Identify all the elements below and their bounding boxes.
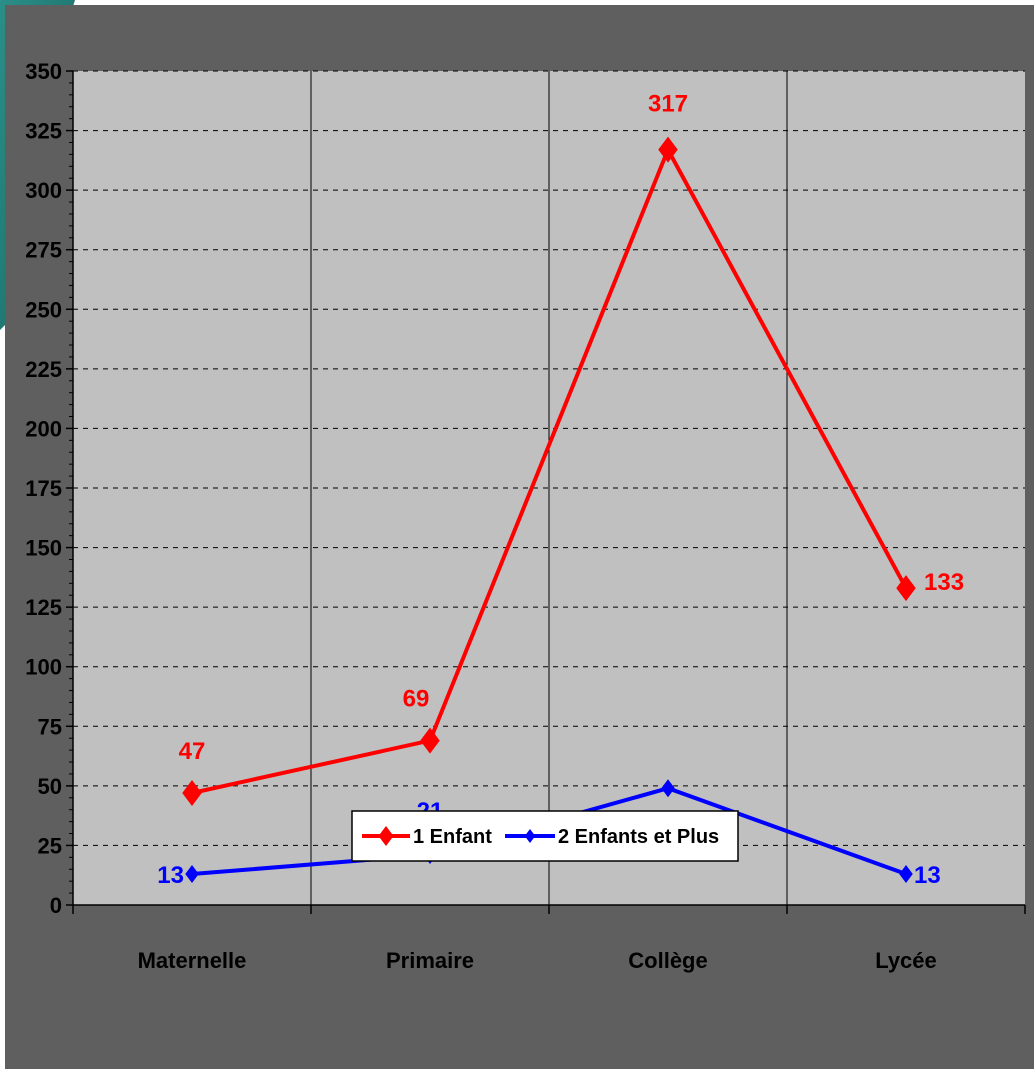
legend-label-2: 2 Enfants et Plus [558, 826, 719, 848]
x-category-label: Primaire [386, 948, 474, 973]
y-tick-label: 100 [25, 655, 62, 680]
y-tick-label: 0 [50, 893, 62, 918]
data-label: 47 [179, 738, 206, 765]
y-tick-label: 250 [25, 297, 62, 322]
x-category-label: Lycée [875, 948, 937, 973]
x-category-label: Maternelle [138, 948, 247, 973]
data-label: 13 [914, 862, 941, 889]
x-category-label: Collège [628, 948, 707, 973]
y-tick-label: 150 [25, 536, 62, 561]
data-label: 133 [924, 569, 964, 596]
data-point-marker [182, 780, 202, 807]
data-label: 69 [403, 686, 430, 713]
legend: 1 Enfant 2 Enfants et Plus [351, 810, 739, 862]
data-point-marker [896, 575, 916, 602]
y-tick-label: 275 [25, 238, 62, 263]
y-tick-label: 325 [25, 119, 62, 144]
data-point-marker [185, 865, 199, 884]
y-tick-label: 225 [25, 357, 62, 382]
data-point-marker [661, 779, 675, 798]
y-tick-label: 175 [25, 476, 62, 501]
axes: 0 25 50 75 100 125 150 175 200 225 250 275 300 325 350… [25, 59, 1026, 973]
data-label: 317 [648, 91, 688, 118]
data-label: 13 [157, 862, 184, 889]
data-point-marker [658, 136, 678, 163]
y-tick-label: 125 [25, 595, 62, 620]
y-tick-label: 200 [25, 416, 62, 441]
y-tick-label: 350 [25, 59, 62, 84]
legend-label-1: 1 Enfant [413, 826, 492, 848]
y-tick-label: 25 [38, 833, 62, 858]
grid [73, 70, 1025, 905]
legend-marker-1 [378, 826, 394, 846]
y-tick-label: 50 [38, 774, 62, 799]
series-line-1 [191, 144, 908, 795]
data-point-marker [899, 865, 913, 884]
y-tick-label: 300 [25, 178, 62, 203]
data-point-marker [420, 727, 440, 754]
legend-marker-2 [524, 829, 536, 843]
y-tick-label: 75 [38, 714, 62, 739]
